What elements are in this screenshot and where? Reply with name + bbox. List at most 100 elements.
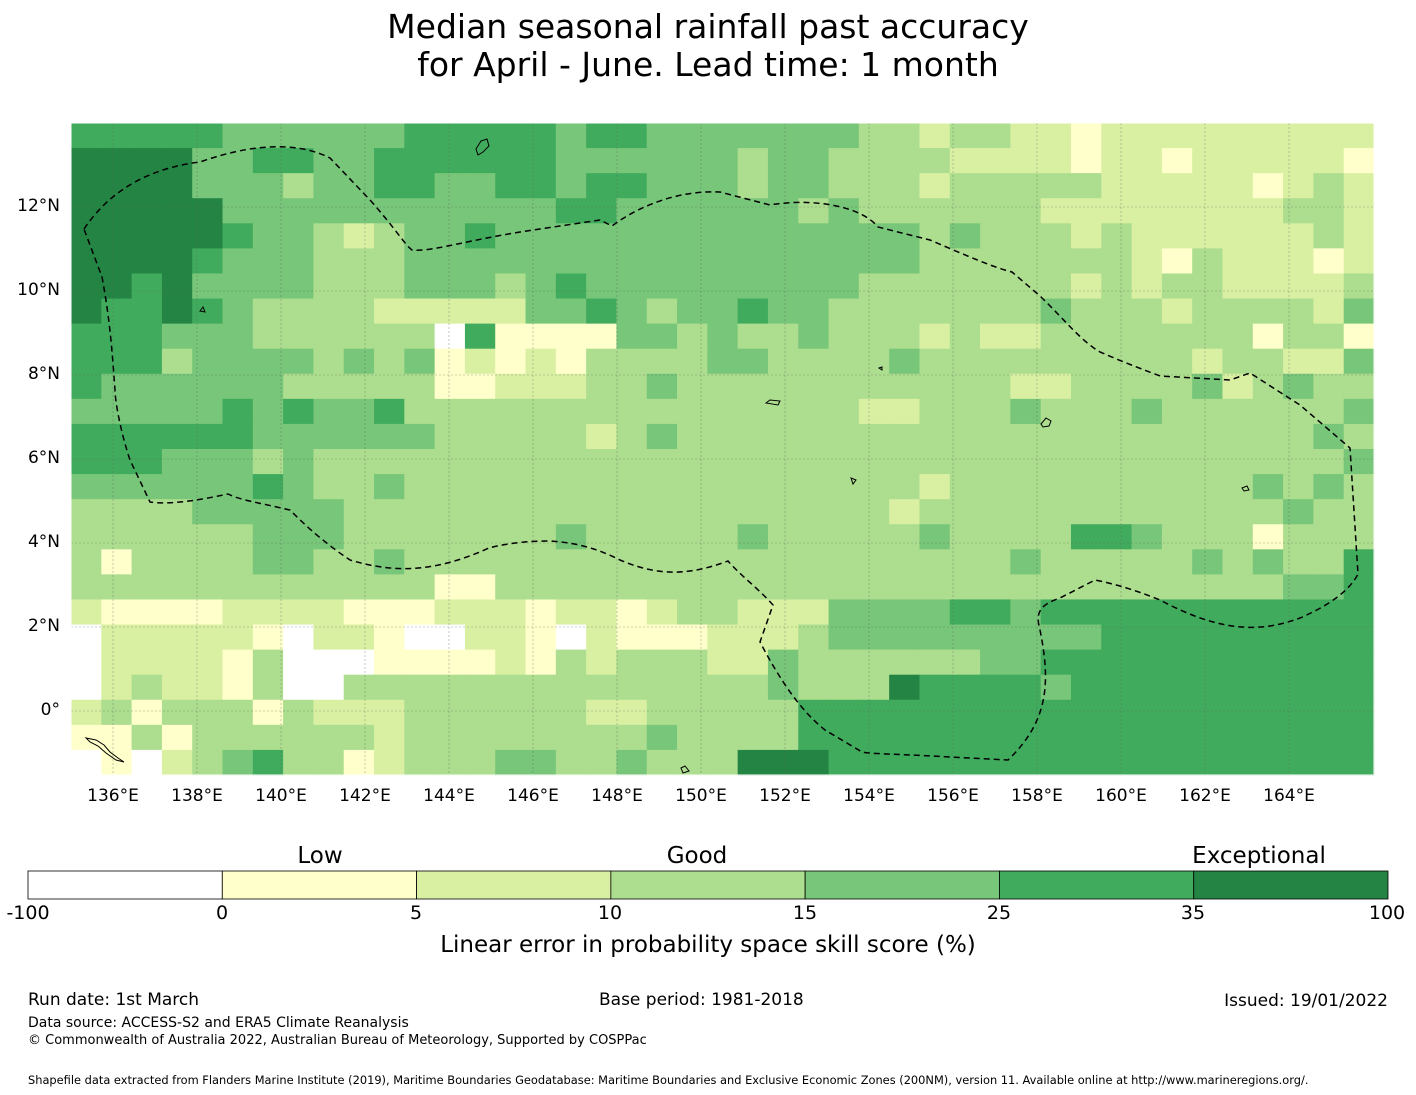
grid-cell [1283,649,1314,676]
grid-cell [1010,624,1042,651]
grid-cell [828,699,860,726]
grid-cell [707,649,739,676]
grid-cell [767,624,799,651]
grid-cell [1192,348,1224,375]
grid-cell [313,574,345,601]
grid-cell [192,298,224,325]
grid-cell [101,449,133,475]
grid-cell [1101,674,1133,701]
grid-cell [283,574,315,601]
grid-cell [980,474,1011,500]
grid-cell [555,699,587,726]
grid-cell [1313,123,1345,149]
grid-cell [646,449,678,475]
grid-cell [1101,148,1133,174]
base-period: Base period: 1981-2018 [599,990,804,1010]
grid-cell [313,499,345,525]
grid-cell [313,348,345,375]
grid-cell [1343,398,1375,425]
lat-tick: 6°N [27,448,60,468]
grid-cell [616,148,648,174]
grid-cell [555,173,587,199]
grid-cell [404,449,436,475]
grid-cell [1131,649,1163,676]
grid-cell [1343,298,1375,325]
grid-cell [71,323,102,350]
grid-cell [980,373,1011,400]
grid-cell [464,173,496,199]
grid-cell [343,223,375,249]
grid-cell [798,499,830,525]
grid-cell [858,474,890,500]
grid-cell [980,198,1011,224]
grid-cell [586,123,618,149]
grid-cell [71,699,102,726]
grid-cell [525,524,557,550]
grid-cell [980,423,1011,450]
grid-cell [161,423,193,450]
grid-cell [464,449,496,475]
grid-cell [919,423,951,450]
grid-cell [1313,223,1345,249]
grid-cell [646,323,678,350]
grid-cell [1343,649,1375,676]
grid-cell [283,123,315,149]
grid-cell [1222,549,1254,575]
grid-cell [707,123,739,149]
grid-cell [919,449,951,475]
grid-cell [798,273,830,300]
grid-cell [495,148,527,174]
grid-cell [101,323,133,350]
grid-cell [1010,273,1042,300]
grid-cell [889,674,921,701]
grid-cell [434,248,466,275]
grid-cell [161,373,193,400]
grid-cell [707,398,739,425]
grid-cell [1161,298,1193,325]
grid-cell [161,749,193,776]
grid-cell [858,148,890,174]
grid-cell [828,248,860,275]
grid-cell [616,649,648,676]
grid-cell [1010,674,1042,701]
grid-cell [646,198,678,224]
grid-cell [192,499,224,525]
grid-cell [1010,398,1042,425]
grid-cell [646,699,678,726]
grid-cell [828,449,860,475]
grid-cell [1222,323,1254,350]
grid-cell [525,749,557,776]
grid-cell [767,373,799,400]
category-exceptional-label: Exceptional [1192,843,1326,869]
grid-cell [1101,298,1133,325]
grid-cell [767,398,799,425]
grid-cell [677,574,708,601]
grid-cell [1101,273,1133,300]
grid-cell [1010,524,1042,550]
grid-cell [949,223,981,249]
grid-cell [1343,599,1375,626]
grid-cell [313,699,345,726]
grid-cell [1101,173,1133,199]
grid-cell [343,298,375,325]
grid-cell [101,674,133,701]
grid-cell [1343,474,1375,500]
grid-cell [1192,423,1224,450]
grid-cell [949,423,981,450]
grid-cell [1131,524,1163,550]
grid-cell [71,749,102,776]
grid-cell [1192,323,1224,350]
lon-tick: 154°E [843,786,895,806]
grid-cell [252,198,284,224]
grid-cell [222,599,254,626]
grid-cell [1343,223,1375,249]
grid-cell [283,248,315,275]
grid-cell [767,599,799,626]
grid-cell [980,749,1011,776]
grid-cell [222,624,254,651]
grid-cell [283,298,315,325]
grid-cell [646,474,678,500]
grid-cell [1252,474,1284,500]
lat-tick: 12°N [17,196,60,216]
grid-cell [646,348,678,375]
